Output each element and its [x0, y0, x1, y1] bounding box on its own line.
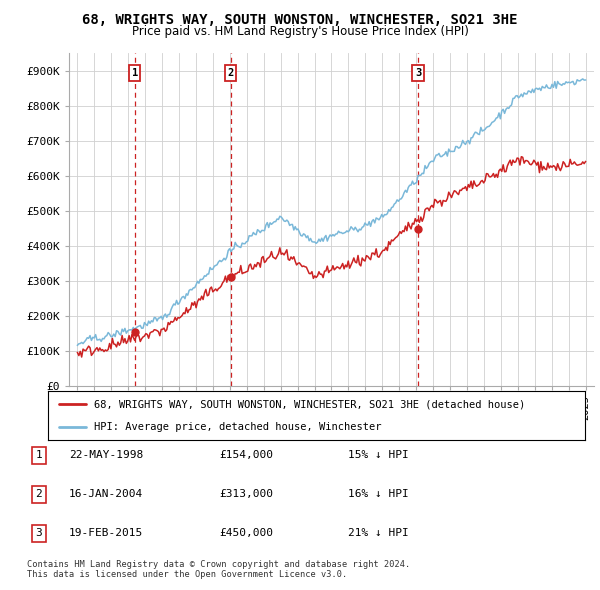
Text: 2: 2 — [35, 490, 43, 499]
Text: Price paid vs. HM Land Registry's House Price Index (HPI): Price paid vs. HM Land Registry's House … — [131, 25, 469, 38]
Text: 22-MAY-1998: 22-MAY-1998 — [69, 451, 143, 460]
Text: 3: 3 — [35, 529, 43, 538]
Text: 1: 1 — [131, 68, 138, 78]
Text: 2: 2 — [227, 68, 233, 78]
Text: 21% ↓ HPI: 21% ↓ HPI — [348, 529, 409, 538]
Text: 16-JAN-2004: 16-JAN-2004 — [69, 490, 143, 499]
Text: 19-FEB-2015: 19-FEB-2015 — [69, 529, 143, 538]
Text: £313,000: £313,000 — [219, 490, 273, 499]
Text: 1: 1 — [35, 451, 43, 460]
Text: Contains HM Land Registry data © Crown copyright and database right 2024.: Contains HM Land Registry data © Crown c… — [27, 560, 410, 569]
Text: £450,000: £450,000 — [219, 529, 273, 538]
Text: 68, WRIGHTS WAY, SOUTH WONSTON, WINCHESTER, SO21 3HE: 68, WRIGHTS WAY, SOUTH WONSTON, WINCHEST… — [82, 13, 518, 27]
Text: £154,000: £154,000 — [219, 451, 273, 460]
Text: 3: 3 — [415, 68, 421, 78]
Text: 68, WRIGHTS WAY, SOUTH WONSTON, WINCHESTER, SO21 3HE (detached house): 68, WRIGHTS WAY, SOUTH WONSTON, WINCHEST… — [94, 399, 525, 409]
Text: HPI: Average price, detached house, Winchester: HPI: Average price, detached house, Winc… — [94, 422, 381, 432]
Text: This data is licensed under the Open Government Licence v3.0.: This data is licensed under the Open Gov… — [27, 571, 347, 579]
Text: 15% ↓ HPI: 15% ↓ HPI — [348, 451, 409, 460]
Text: 16% ↓ HPI: 16% ↓ HPI — [348, 490, 409, 499]
